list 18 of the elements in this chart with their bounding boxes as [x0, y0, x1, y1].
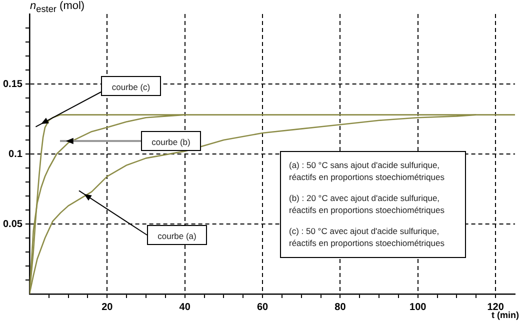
y-axis-title: n$_{ester}$ (mol) — [30, 0, 85, 14]
x-tick-label: 100 — [410, 302, 427, 313]
annotation: (a) : 50 °C sans ajout d'acide sulfurique, réactifs en proportions stoechiométriques — [289, 159, 446, 183]
label-box: courbe (a) — [147, 225, 207, 245]
note-box: (a) : 50 °C sans ajout d'acide sulfurique, réactifs en proportions stoechiométriques (b) : 20 °C avec ajout d'acide sulfurique, réactifs en proportions stoechiométriques (c) : 50 °C avec ajout d'acide sulfurique, réactifs en proportions stoechiométriques — [280, 151, 466, 258]
label-box: courbe (c) — [101, 76, 161, 96]
x-tick-label: 60 — [256, 302, 269, 313]
annotation: (b) : 20 °C avec ajout d'acide sulfurique, réactifs en proportions stoechiométriques — [289, 192, 446, 216]
x-tick-label: 80 — [334, 302, 346, 313]
x-axis-title: t (min) — [492, 310, 519, 320]
y-tick-label: 0.15 — [2, 78, 23, 90]
label-box: courbe (b) — [141, 131, 201, 151]
x-tick-label: 40 — [179, 302, 191, 313]
y-tick-label: 0.1 — [8, 148, 23, 160]
y-tick-label: 0.05 — [2, 218, 23, 230]
x-tick-label: 20 — [102, 302, 114, 313]
annotation: (c) : 50 °C avec ajout d'acide sulfurique, réactifs en proportions stoechiométriques — [289, 225, 446, 249]
x-tick-label: 120 — [487, 302, 504, 313]
